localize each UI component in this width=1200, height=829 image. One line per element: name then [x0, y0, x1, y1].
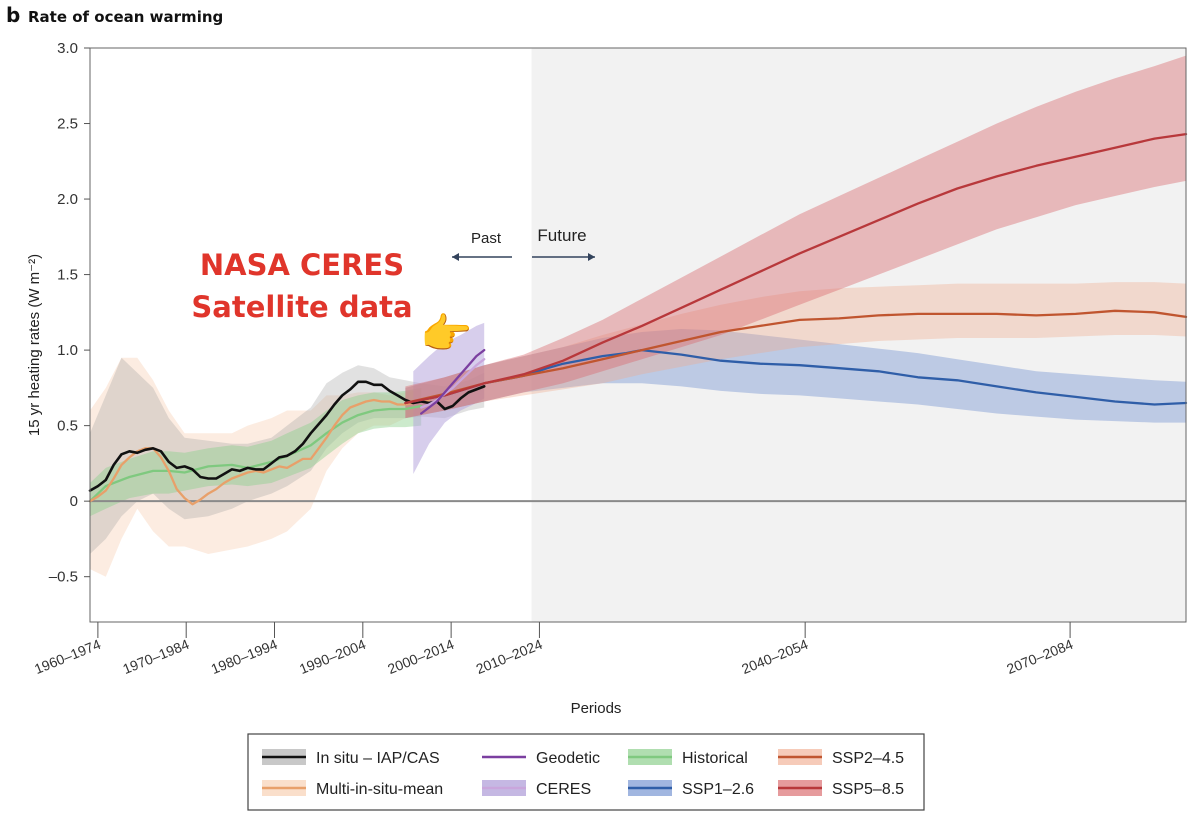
legend-label: Geodetic [536, 750, 600, 767]
y-tick-label: 1.0 [57, 342, 78, 359]
series-line-ssp126 [404, 348, 1188, 406]
y-axis-label: 15 yr heating rates (W m⁻²) [26, 254, 43, 436]
future-arrowhead-icon [588, 253, 595, 261]
legend-label: SSP1–2.6 [682, 781, 754, 798]
legend-label: Historical [682, 750, 748, 767]
pointing-hand-icon: 👉 [420, 310, 472, 357]
y-tick-label: 0 [70, 493, 78, 510]
panel-letter: b [6, 3, 20, 27]
series-line-geodetic [420, 348, 486, 415]
series-line-ssp245 [404, 309, 1188, 405]
legend-label: CERES [536, 781, 591, 798]
y-axis-ticks: 3.0 2.5 2.0 1.5 1.0 0.5 0 –0.5 [49, 40, 90, 586]
legend-box [247, 733, 925, 811]
past-label: Past [471, 230, 502, 247]
band-multi [90, 357, 422, 577]
ceres-callout-line2: Satellite data [191, 290, 412, 324]
x-axis-label: Periods [571, 700, 622, 717]
future-label: Future [537, 226, 586, 245]
band-ceres [413, 322, 485, 474]
legend-label: In situ – IAP/CAS [316, 750, 440, 767]
y-tick-label: 2.0 [57, 191, 78, 208]
future-period-shading [531, 48, 1186, 622]
y-tick-label: –0.5 [49, 569, 78, 586]
plot-frame [89, 47, 1187, 623]
y-tick-label: 2.5 [57, 116, 78, 133]
past-arrowhead-icon [452, 253, 459, 261]
band-ssp126 [405, 329, 1186, 423]
ceres-callout-line1: NASA CERES [200, 248, 404, 282]
series-line-ssp585 [404, 132, 1188, 405]
band-ssp245 [405, 282, 1186, 419]
band-ssp585 [405, 55, 1186, 419]
y-tick-label: 0.5 [57, 418, 78, 435]
legend: In situ – IAP/CAS Geodetic Historical SSP2–… [247, 733, 925, 811]
legend-label: SSP2–4.5 [832, 750, 904, 767]
y-tick-label: 1.5 [57, 267, 78, 284]
series-line-ceres [420, 358, 486, 409]
legend-label: SSP5–8.5 [832, 781, 904, 798]
legend-label: Multi-in-situ-mean [316, 781, 443, 798]
series-lines [88, 132, 1188, 506]
series-line-insitu [88, 380, 486, 492]
panel-title: Rate of ocean warming [28, 8, 223, 26]
y-tick-label: 3.0 [57, 40, 78, 57]
